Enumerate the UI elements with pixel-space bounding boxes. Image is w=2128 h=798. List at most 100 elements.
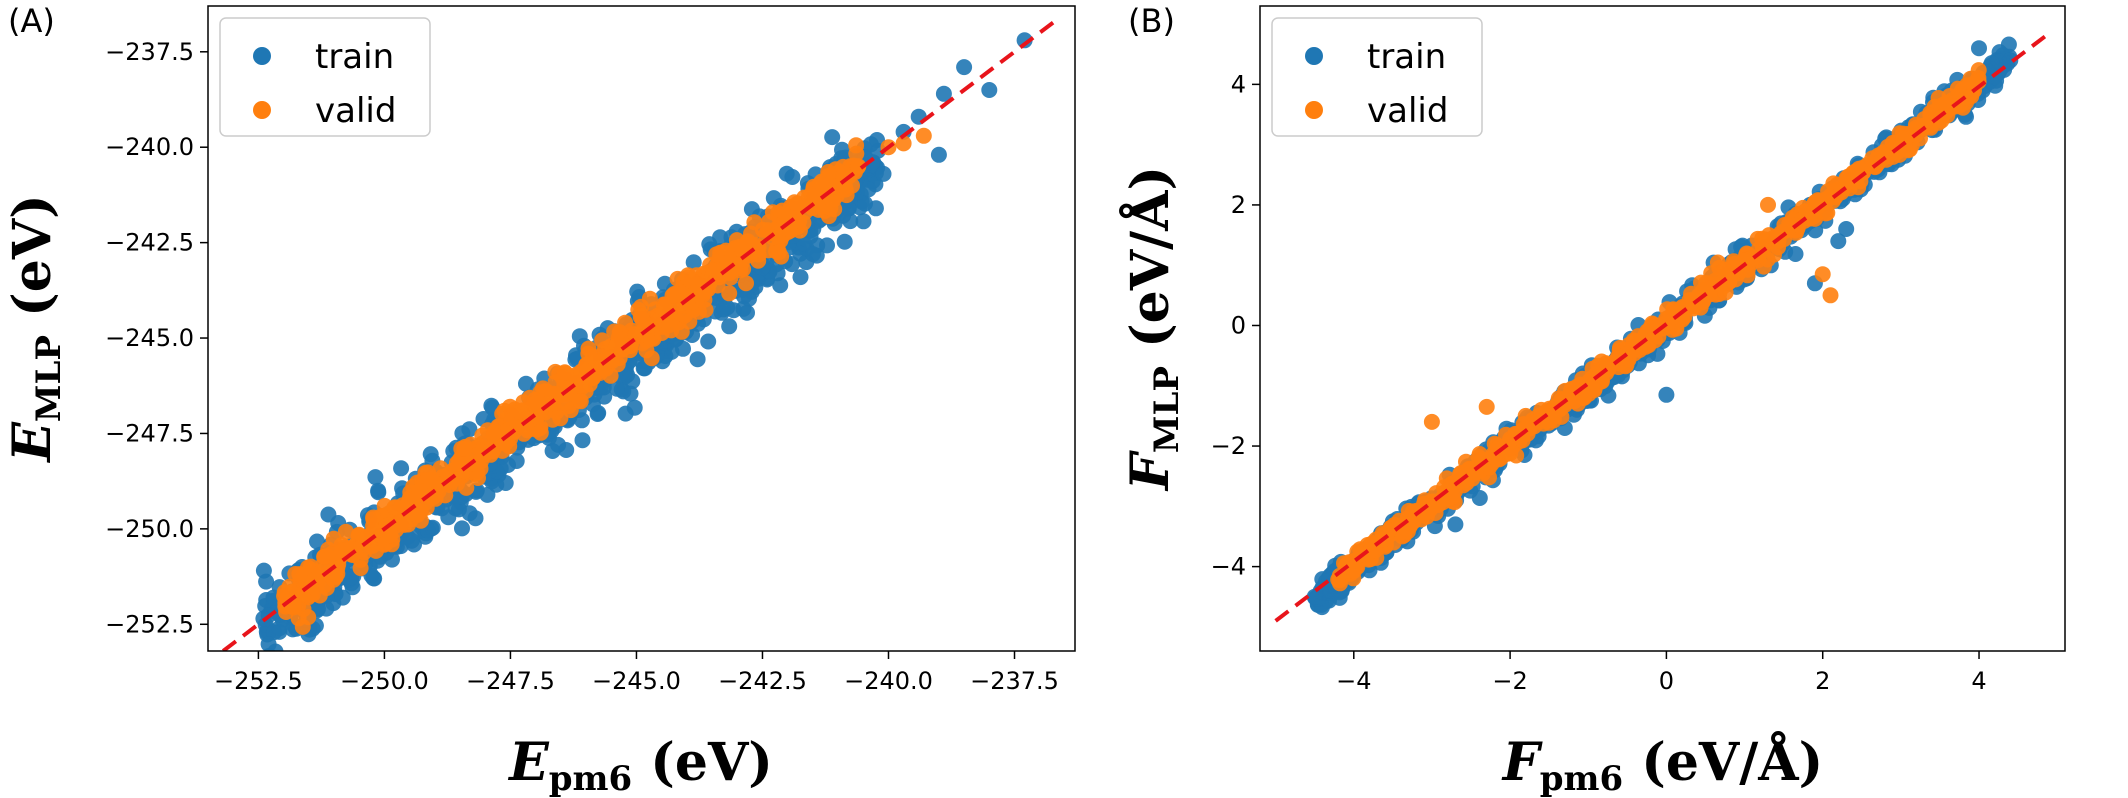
y-axis-subscript-a: MLP [29,335,69,422]
valid-point [557,394,574,411]
y-axis-symbol-b: F [1120,450,1181,492]
x-axis-unit-a: (eV) [650,732,773,793]
train-point [1830,233,1847,250]
valid-point [606,323,623,340]
legend-label-valid: valid [315,91,396,131]
valid-point [1569,395,1586,412]
valid-point [417,495,434,511]
train-point [1016,32,1033,49]
valid-point [580,340,597,357]
x-ticks-b: −4 −2 0 2 4 [1336,651,1987,695]
valid-point [556,364,573,381]
valid-point [1735,252,1752,269]
series-valid-b [1330,62,1987,592]
train-point [930,146,947,163]
x-tick-label: −242.5 [718,667,807,695]
axes-frame-b [1259,5,2066,652]
valid-point [679,269,696,286]
valid-point [467,447,484,464]
legend-marker-valid [1305,101,1323,119]
train-point [875,165,892,182]
valid-point [324,545,341,562]
valid-point [721,285,738,302]
train-point [765,190,782,207]
x-tick-label: −240.0 [844,667,933,695]
train-point [367,469,384,486]
x-tick-label: 4 [1971,667,1986,695]
train-point [855,213,872,230]
x-axis-title-b: Fpm6 (eV/Å) [1501,731,1823,798]
y-tick-label: −2 [1211,432,1246,460]
train-point [1971,40,1987,57]
valid-point [1963,88,1980,105]
train-point [255,562,272,579]
valid-point [285,593,302,610]
valid-point [291,566,308,583]
valid-point [1659,301,1676,318]
valid-point [432,460,449,477]
train-point [590,405,607,421]
x-ticks-a: −252.5 −250.0 −247.5 −245.0 −242.5 −240.0 −237… [214,651,1059,695]
train-point [1838,221,1855,237]
train-point [629,283,646,300]
valid-point [627,326,644,343]
train-point [784,169,801,185]
x-tick-label: −252.5 [214,667,303,695]
y-tick-label: −242.5 [105,229,194,257]
y-axis-title-a: EMLP (eV) [2,194,69,464]
valid-point [1423,413,1440,430]
valid-point [1693,274,1709,291]
markers-a [221,15,1062,651]
valid-point [850,158,867,175]
train-point [804,246,821,263]
valid-point [1854,159,1871,176]
valid-point [544,411,561,428]
legend-b: train valid [1271,17,1483,137]
x-axis-subscript-a: pm6 [549,759,632,798]
y-tick-label: −245.0 [105,324,194,352]
train-point [320,506,337,523]
train-point [558,442,575,458]
train-point [867,200,884,217]
x-tick-label: 2 [1815,667,1830,695]
x-axis-subscript-b: pm6 [1540,759,1623,798]
train-point [860,181,877,198]
valid-point [411,483,428,499]
y-tick-label: −240.0 [105,133,194,161]
x-tick-label: −250.0 [340,667,429,695]
valid-point [602,367,619,384]
y-tick-label: 4 [1231,70,1246,98]
train-point [1471,490,1488,506]
valid-point [594,332,611,349]
valid-point [532,424,549,441]
valid-point [1517,407,1534,424]
train-point [260,636,277,651]
train-point [497,475,514,491]
valid-point [677,307,694,324]
y-axis-title-b: FMLP (eV/Å) [1119,166,1187,492]
panel-label-a: (A) [8,2,55,40]
y-tick-label: −252.5 [105,610,194,638]
train-point [403,532,420,549]
y-tick-label: 2 [1231,191,1246,219]
y-tick-label: −247.5 [105,419,194,447]
legend-box [219,17,431,137]
train-point [719,299,736,316]
valid-point [1673,308,1690,325]
train-point [836,233,853,250]
valid-point [1829,176,1846,193]
train-point [956,59,973,76]
valid-point [1711,259,1728,276]
valid-point [420,464,436,481]
valid-point [1822,287,1839,304]
legend-box [1271,17,1483,137]
valid-point [1895,130,1912,147]
train-point [617,405,634,422]
x-tick-label: −4 [1336,667,1371,695]
train-point [266,624,282,641]
valid-point [844,177,860,194]
train-point [769,265,786,282]
y-ticks-a: −252.5 −250.0 −247.5 −245.0 −242.5 −240.0 −237… [105,38,208,638]
valid-point [393,515,410,532]
valid-point [572,377,589,394]
